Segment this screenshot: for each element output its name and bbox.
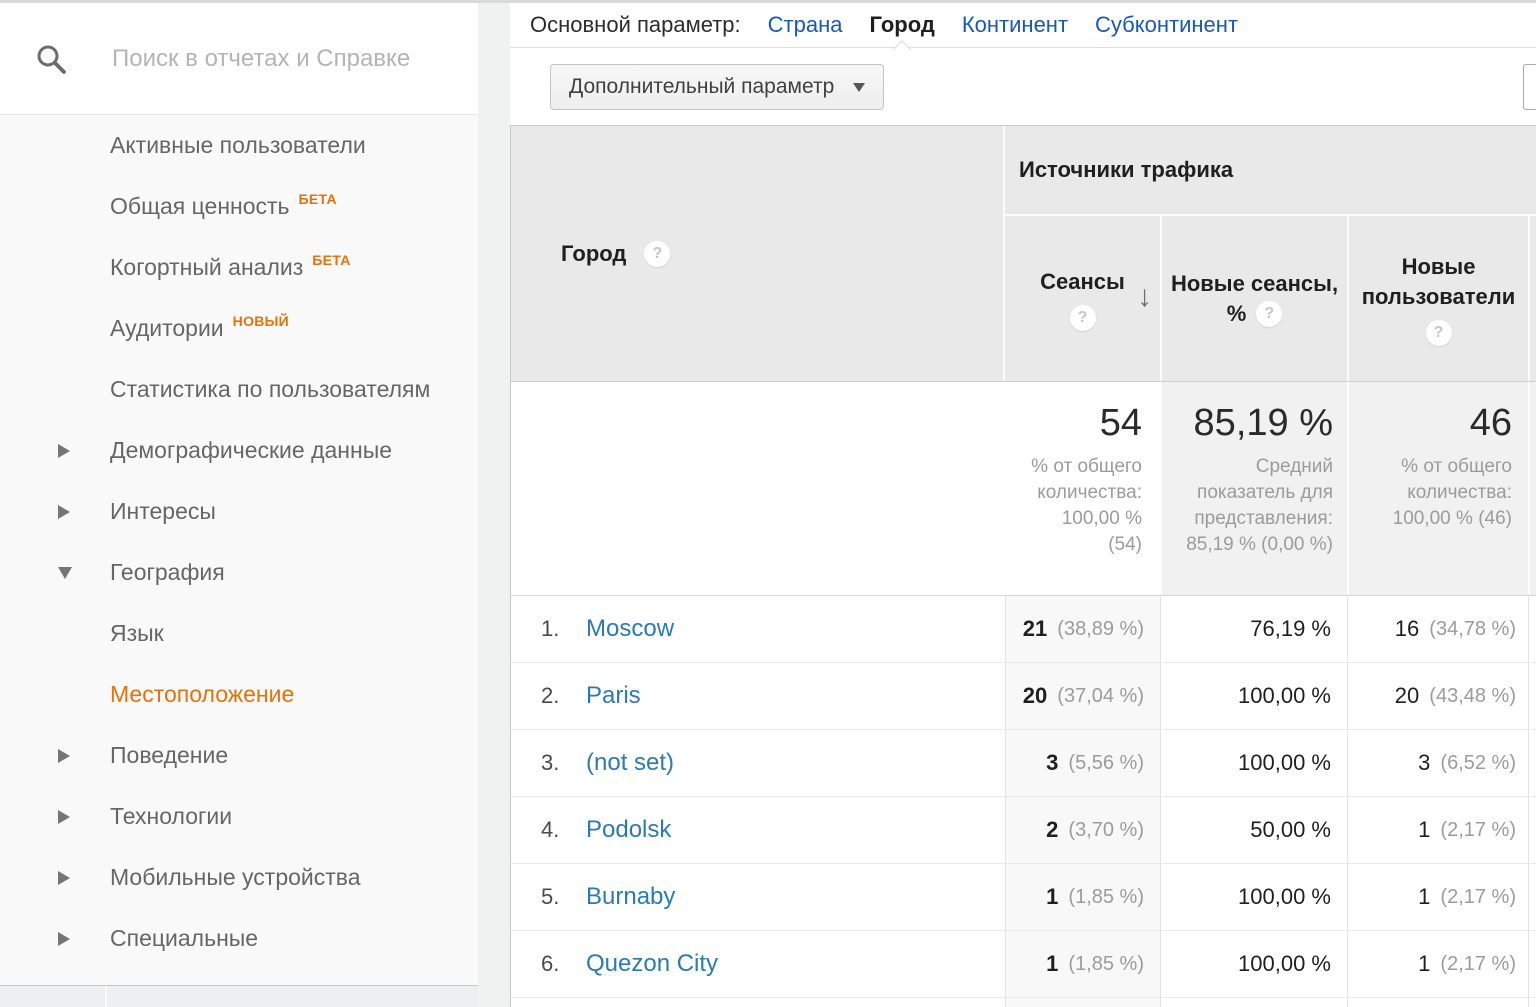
- column-header-city[interactable]: Город ?: [511, 126, 1005, 381]
- sidebar-item-custom[interactable]: Специальные: [0, 908, 478, 969]
- table-row: 4. Podolsk 2 (3,70 %) 50,00 % 1 (2,17 %): [511, 797, 1536, 864]
- sidebar-search-bar: [0, 3, 478, 115]
- footer-divider: [105, 986, 107, 1007]
- geo-data-table: Город ? Источники трафика Сеансы ? ↓ Нов…: [510, 125, 1536, 1007]
- sidebar-footer: [0, 985, 478, 1007]
- sort-desc-icon[interactable]: ↓: [1137, 280, 1152, 313]
- chevron-down-icon: [58, 566, 72, 579]
- column-header-new-users[interactable]: Новые пользователи ?: [1347, 216, 1528, 381]
- city-link[interactable]: (not set): [586, 749, 675, 776]
- report-main: Основной параметр: Страна Город Континен…: [510, 3, 1536, 1007]
- sidebar-item-technology[interactable]: Технологии: [0, 786, 478, 847]
- column-header-sessions[interactable]: Сеансы ? ↓: [1005, 216, 1160, 381]
- sidebar-item-audiences[interactable]: Аудитории НОВЫЙ: [110, 312, 290, 342]
- tab-country[interactable]: Страна: [767, 12, 843, 37]
- help-icon[interactable]: ?: [1069, 304, 1096, 331]
- sidebar-item-user-explorer[interactable]: Статистика по пользователям: [110, 376, 431, 402]
- beta-badge: БЕТА: [298, 190, 337, 207]
- sidebar-item-interests[interactable]: Интересы: [0, 481, 478, 542]
- column-group-traffic-sources: Источники трафика: [1005, 126, 1536, 216]
- city-link[interactable]: Burnaby: [586, 883, 676, 910]
- report-sidebar: Активные пользователи Общая ценность БЕТ…: [0, 3, 478, 985]
- table-row: 5. Burnaby 1 (1,85 %) 100,00 % 1 (2,17 %…: [511, 864, 1536, 931]
- table-row: 1. Moscow 21 (38,89 %) 76,19 % 16 (34,78…: [511, 596, 1536, 663]
- beta-badge: БЕТА: [312, 251, 351, 268]
- chevron-right-icon: [58, 931, 70, 946]
- table-summary-row: 54 % от общего количества: 100,00 % (54)…: [511, 382, 1536, 596]
- chevron-right-icon: [58, 870, 70, 885]
- help-icon[interactable]: ?: [1425, 319, 1452, 346]
- chevron-right-icon: [58, 504, 70, 519]
- sidebar-item-lifetime-value[interactable]: Общая ценность БЕТА: [110, 190, 337, 220]
- summary-new-sessions: 85,19 % Средний показатель для представл…: [1160, 382, 1347, 595]
- tab-continent[interactable]: Континент: [961, 12, 1069, 37]
- sidebar-item-active-users[interactable]: Активные пользователи: [110, 132, 366, 158]
- table-row-partial: [511, 998, 1536, 1007]
- table-row: 3. (not set) 3 (5,56 %) 100,00 % 3 (6,52…: [511, 730, 1536, 797]
- search-input[interactable]: [112, 44, 442, 73]
- primary-dimension-label: Основной параметр:: [530, 12, 741, 37]
- report-menu: Активные пользователи Общая ценность БЕТ…: [0, 115, 478, 969]
- city-link[interactable]: Moscow: [586, 615, 675, 642]
- chevron-right-icon: [58, 443, 70, 458]
- primary-dimension-bar: Основной параметр: Страна Город Континен…: [510, 3, 1536, 48]
- sidebar-item-geo[interactable]: География: [0, 542, 478, 603]
- content-gutter: [478, 3, 510, 1007]
- sidebar-item-behavior[interactable]: Поведение: [0, 725, 478, 786]
- sidebar-item-language[interactable]: Язык: [110, 620, 164, 646]
- summary-overflow-cell: [1528, 382, 1536, 595]
- sidebar-item-mobile[interactable]: Мобильные устройства: [0, 847, 478, 908]
- tab-city[interactable]: Город: [869, 12, 935, 37]
- search-icon: [37, 45, 66, 74]
- summary-new-users: 46 % от общего количества: 100,00 % (46): [1347, 382, 1528, 595]
- table-toolbar: Дополнительный параметр: [510, 48, 1536, 125]
- top-divider: [0, 0, 1536, 3]
- sidebar-item-location[interactable]: Местоположение: [110, 681, 295, 707]
- table-search-input-cutoff[interactable]: [1523, 64, 1536, 110]
- new-badge: НОВЫЙ: [232, 312, 290, 329]
- summary-city-cell: [511, 382, 1005, 595]
- secondary-dimension-button[interactable]: Дополнительный параметр: [550, 64, 884, 110]
- sidebar-item-cohort-analysis[interactable]: Когортный анализ БЕТА: [110, 251, 351, 281]
- chevron-right-icon: [58, 809, 70, 824]
- summary-sessions: 54 % от общего количества: 100,00 % (54): [1005, 382, 1160, 595]
- sidebar-item-demographics[interactable]: Демографические данные: [0, 420, 478, 481]
- city-link[interactable]: Paris: [586, 682, 641, 709]
- table-row: 6. Quezon City 1 (1,85 %) 100,00 % 1 (2,…: [511, 931, 1536, 998]
- column-header-new-sessions[interactable]: Новые сеансы, % ?: [1160, 216, 1347, 381]
- column-header-overflow: [1528, 216, 1536, 381]
- help-icon[interactable]: ?: [1256, 300, 1283, 327]
- dropdown-arrow-icon: [853, 82, 865, 92]
- help-icon[interactable]: ?: [644, 240, 671, 267]
- chevron-right-icon: [58, 748, 70, 763]
- tab-subcontinent[interactable]: Субконтинент: [1095, 12, 1239, 37]
- city-link[interactable]: Quezon City: [586, 950, 719, 977]
- city-link[interactable]: Podolsk: [586, 816, 672, 843]
- table-row: 2. Paris 20 (37,04 %) 100,00 % 20 (43,48…: [511, 663, 1536, 730]
- table-header: Город ? Источники трафика Сеансы ? ↓ Нов…: [511, 126, 1536, 382]
